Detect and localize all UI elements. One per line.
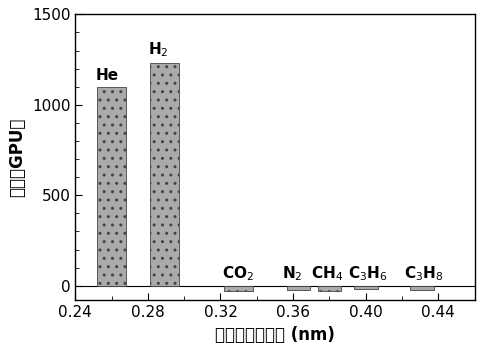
Bar <box>287 286 311 290</box>
Bar <box>224 286 253 291</box>
Bar <box>354 286 378 289</box>
Bar <box>410 286 434 290</box>
Bar <box>97 87 126 286</box>
Text: N$_2$: N$_2$ <box>282 264 303 283</box>
Text: C$_3$H$_6$: C$_3$H$_6$ <box>348 264 387 283</box>
Text: H$_2$: H$_2$ <box>148 40 169 59</box>
Text: C$_3$H$_8$: C$_3$H$_8$ <box>404 264 443 283</box>
Bar <box>150 63 179 286</box>
X-axis label: 气体动力学直径 (nm): 气体动力学直径 (nm) <box>215 326 335 344</box>
Text: CO$_2$: CO$_2$ <box>222 264 254 283</box>
Text: He: He <box>95 68 118 83</box>
Bar <box>318 286 341 291</box>
Text: CH$_4$: CH$_4$ <box>311 264 343 283</box>
Y-axis label: 透量（GPU）: 透量（GPU） <box>8 118 27 197</box>
